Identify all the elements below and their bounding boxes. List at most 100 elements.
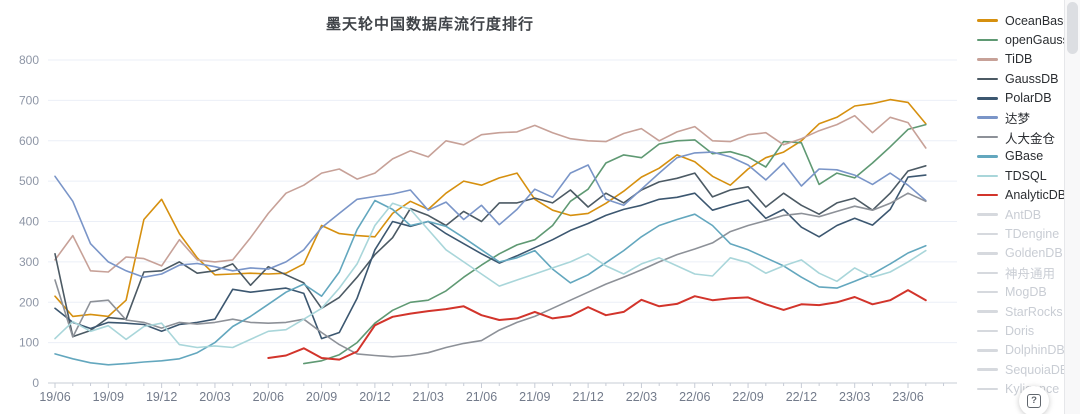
svg-text:19/12: 19/12 (146, 390, 177, 404)
legend-swatch-tidb (977, 58, 998, 61)
svg-text:19/09: 19/09 (93, 390, 124, 404)
help-icon: ? (1027, 394, 1041, 408)
legend-item-tidb[interactable]: TiDB (977, 50, 1077, 69)
legend-swatch-mogdb (977, 290, 998, 294)
svg-text:400: 400 (19, 215, 39, 229)
legend-swatch-dolphindb (977, 349, 998, 352)
series-line-gbase (54, 199, 927, 366)
legend-label: AnalyticDB (1005, 188, 1067, 203)
legend-swatch-dameng (977, 116, 998, 119)
legend-item-opengauss[interactable]: openGauss (977, 30, 1077, 49)
scrollbar-thumb[interactable] (1067, 2, 1078, 54)
legend-swatch-kingbase (977, 135, 998, 139)
legend-swatch-shenzhou-tongyong (977, 271, 998, 275)
legend-item-tdsql[interactable]: TDSQL (977, 166, 1077, 185)
series-line-tidb (54, 114, 927, 273)
legend-label: TDSQL (1005, 168, 1047, 183)
legend-item-gbase[interactable]: GBase (977, 147, 1077, 166)
legend-item-tdengine[interactable]: TDengine (977, 224, 1077, 243)
legend-label: SequoiaDB (1005, 362, 1069, 377)
legend-item-gaussdb[interactable]: GaussDB (977, 69, 1077, 88)
legend-item-doris[interactable]: Doris (977, 321, 1077, 340)
legend-item-dameng[interactable]: 达梦 (977, 108, 1077, 127)
legend-swatch-doris (977, 329, 998, 333)
legend-item-mogdb[interactable]: MogDB (977, 282, 1077, 301)
svg-text:22/12: 22/12 (786, 390, 817, 404)
series-line-kingbase (54, 192, 927, 358)
series-line-polardb (54, 174, 927, 340)
legend-label: Doris (1005, 323, 1035, 338)
legend-label: openGauss (1005, 33, 1069, 48)
legend-item-goldendb[interactable]: GoldenDB (977, 244, 1077, 263)
y-axis-labels: 0 100 200 300 400 500 600 700 800 (19, 53, 39, 390)
x-axis (48, 382, 957, 388)
legend-label: TDengine (1005, 226, 1060, 241)
svg-text:800: 800 (19, 53, 39, 67)
series-line-tdsql (54, 202, 927, 349)
help-button[interactable]: ? (1019, 386, 1049, 414)
svg-text:23/03: 23/03 (839, 390, 870, 404)
legend-swatch-starrocks (977, 310, 998, 313)
legend-label: PolarDB (1005, 91, 1052, 106)
legend: OceanBase openGauss TiDB GaussDB PolarDB 达梦 人大… (977, 11, 1077, 399)
legend-swatch-polardb (977, 97, 998, 100)
svg-text:22/06: 22/06 (679, 390, 710, 404)
svg-text:19/06: 19/06 (39, 390, 70, 404)
legend-item-analyticdb[interactable]: AnalyticDB (977, 186, 1077, 205)
gridlines (48, 59, 957, 344)
legend-item-shenzhou-tongyong[interactable]: 神舟通用 (977, 263, 1077, 282)
legend-swatch-gaussdb (977, 77, 998, 81)
svg-text:22/09: 22/09 (732, 390, 763, 404)
svg-text:20/09: 20/09 (306, 390, 337, 404)
legend-label: AntDB (1005, 207, 1042, 222)
legend-item-oceanbase[interactable]: OceanBase (977, 11, 1077, 30)
series-lines (54, 98, 927, 366)
legend-swatch-analyticdb (977, 193, 998, 197)
svg-text:200: 200 (19, 295, 39, 309)
svg-text:20/12: 20/12 (359, 390, 390, 404)
legend-swatch-sequoiadb (977, 368, 998, 371)
series-line-analyticdb (267, 289, 927, 361)
svg-text:21/06: 21/06 (466, 390, 497, 404)
legend-label: OceanBase (1005, 13, 1071, 28)
legend-swatch-gbase (977, 155, 998, 158)
legend-item-antdb[interactable]: AntDB (977, 205, 1077, 224)
scrollbar (1064, 0, 1080, 414)
chart-title: 墨天轮中国数据库流行度排行 (325, 16, 535, 33)
legend-label: MogDB (1005, 285, 1047, 300)
series-line-dameng (54, 151, 927, 278)
legend-swatch-antdb (977, 213, 998, 216)
svg-text:21/09: 21/09 (519, 390, 550, 404)
legend-item-dolphindb[interactable]: DolphinDB (977, 341, 1077, 360)
legend-label: GoldenDB (1005, 246, 1063, 261)
legend-label: TiDB (1005, 52, 1033, 67)
svg-text:700: 700 (19, 93, 39, 107)
svg-text:20/06: 20/06 (253, 390, 284, 404)
svg-text:23/06: 23/06 (892, 390, 923, 404)
svg-text:300: 300 (19, 255, 39, 269)
legend-swatch-oceanbase (977, 19, 998, 22)
svg-text:500: 500 (19, 174, 39, 188)
svg-text:100: 100 (19, 336, 39, 350)
legend-swatch-kyligence (977, 387, 998, 391)
svg-text:21/12: 21/12 (572, 390, 603, 404)
legend-item-kingbase[interactable]: 人大金仓 (977, 127, 1077, 146)
legend-item-sequoiadb[interactable]: SequoiaDB (977, 360, 1077, 379)
legend-item-starrocks[interactable]: StarRocks (977, 302, 1077, 321)
legend-label: GaussDB (1005, 71, 1059, 86)
legend-swatch-opengauss (977, 38, 998, 42)
svg-text:21/03: 21/03 (413, 390, 444, 404)
x-axis-labels: 19/06 19/09 19/12 20/03 20/06 20/09 20/12 21/03… (39, 390, 923, 404)
legend-label: StarRocks (1005, 304, 1063, 319)
legend-label: 神舟通用 (1005, 267, 1056, 282)
legend-label: DolphinDB (1005, 343, 1065, 358)
legend-swatch-tdengine (977, 232, 998, 236)
legend-item-polardb[interactable]: PolarDB (977, 89, 1077, 108)
svg-text:600: 600 (19, 134, 39, 148)
legend-swatch-goldendb (977, 252, 998, 255)
svg-text:0: 0 (32, 376, 39, 390)
series-line-opengauss (303, 123, 927, 365)
svg-text:22/03: 22/03 (626, 390, 657, 404)
